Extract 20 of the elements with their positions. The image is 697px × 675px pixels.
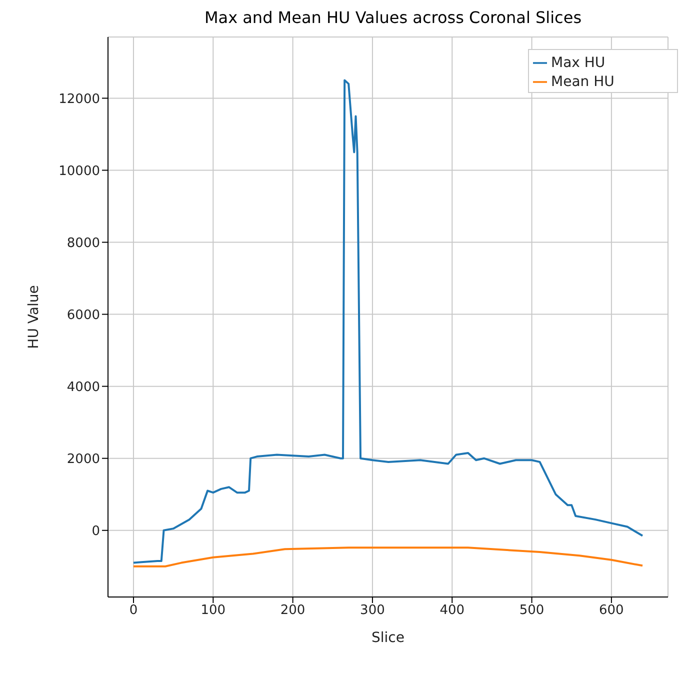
y-tick-label: 4000 — [66, 380, 100, 395]
y-tick-label: 8000 — [66, 236, 100, 251]
x-tick-label: 0 — [129, 603, 138, 618]
y-tick-label: 6000 — [66, 308, 100, 323]
legend-label: Mean HU — [551, 74, 614, 90]
y-tick-label: 0 — [92, 524, 100, 539]
y-tick-label: 10000 — [58, 164, 100, 179]
x-tick-label: 500 — [519, 603, 544, 618]
y-tick-label: 12000 — [58, 92, 100, 107]
y-tick-label: 2000 — [66, 452, 100, 467]
y-axis-title: HU Value — [26, 285, 42, 349]
legend-label: Max HU — [551, 55, 606, 71]
chart-title: Max and Mean HU Values across Coronal Slices — [203, 8, 583, 27]
x-tick-label: 300 — [360, 603, 385, 618]
x-axis-title: Slice — [372, 630, 404, 646]
x-tick-label: 400 — [440, 603, 465, 618]
x-tick-label: 600 — [599, 603, 624, 618]
line-series — [132, 546, 644, 568]
x-tick-label: 100 — [200, 603, 226, 618]
x-tick-label: 200 — [280, 603, 306, 618]
